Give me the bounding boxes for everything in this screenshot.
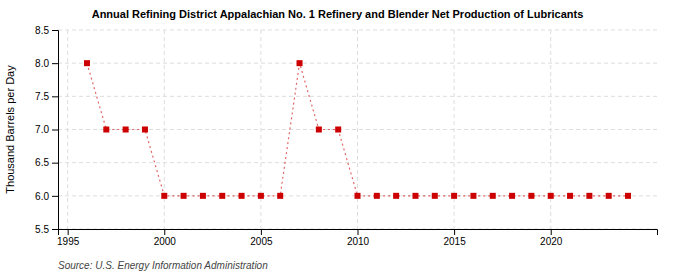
point: [490, 193, 496, 199]
point: [528, 193, 534, 199]
grid-line-x: [454, 30, 455, 229]
x-tick: 2020: [540, 229, 563, 247]
point: [412, 193, 418, 199]
grid-line-x: [260, 30, 261, 229]
grid-line-x: [164, 30, 165, 229]
y-tick: 8.0: [35, 58, 58, 69]
point: [103, 127, 109, 133]
x-tick-mark: [358, 229, 359, 235]
y-tick-mark: [52, 196, 58, 197]
title: Annual Refining District Appalachian No.…: [92, 8, 584, 20]
grid-line-x: [357, 30, 358, 229]
y-tick-label: 7.0: [35, 124, 49, 135]
grid: [58, 30, 657, 229]
point: [451, 193, 457, 199]
point: [297, 60, 303, 66]
y-tick: 6.0: [35, 191, 58, 202]
x-tick: 2005: [250, 229, 273, 247]
y-axis-title: Thousand Barrels per Day: [4, 65, 16, 194]
point: [432, 193, 438, 199]
y-tick: 7.0: [35, 124, 58, 135]
point: [548, 193, 554, 199]
x-tick: 2015: [443, 229, 466, 247]
point: [374, 193, 380, 199]
y-axis-line: [52, 31, 59, 230]
point: [355, 193, 361, 199]
point: [509, 193, 515, 199]
point: [277, 193, 283, 199]
x-tick-mark: [164, 229, 165, 235]
grid-line-y: [58, 63, 657, 64]
x-tick: 1995: [57, 229, 80, 247]
y-tick-mark: [52, 229, 58, 230]
y-tick-label: 6.0: [35, 191, 49, 202]
point: [200, 193, 206, 199]
grid-line-x: [67, 30, 68, 229]
y-tick-mark: [52, 63, 58, 64]
x-tick-label: 2005: [250, 236, 273, 247]
point: [335, 127, 341, 133]
x-tick-label: 2010: [347, 236, 370, 247]
y-tick-mark: [52, 30, 58, 31]
marks: [84, 60, 631, 199]
x-tick-mark: [454, 229, 455, 235]
grid-line-x: [550, 30, 551, 229]
y-axis: 5.5 6.0 6.5 7.0 7.5 8.0 8.5: [35, 25, 58, 235]
source: Source: U.S. Energy Information Administ…: [58, 260, 268, 271]
chart: 1995 2000 2005 2010 2015 2020 5.5 6.0 6.5 7.0 7.5 8…: [0, 0, 675, 275]
point: [258, 193, 264, 199]
point: [567, 193, 573, 199]
x-tick: 2000: [154, 229, 177, 247]
y-tick-label: 8.0: [35, 58, 49, 69]
x-axis: 1995 2000 2005 2010 2015 2020: [57, 229, 657, 247]
point: [84, 60, 90, 66]
x-tick-label: 2020: [540, 236, 563, 247]
x-tick-mark: [261, 229, 262, 235]
point: [470, 193, 476, 199]
y-tick: 7.5: [35, 91, 58, 102]
y-tick-mark: [52, 130, 58, 131]
point: [606, 193, 612, 199]
point: [625, 193, 631, 199]
x-tick-label: 2015: [443, 236, 466, 247]
plot-area: 1995 2000 2005 2010 2015 2020 5.5 6.0 6.5 7.0 7.5 8…: [35, 25, 657, 247]
y-tick: 5.5: [35, 224, 58, 235]
y-tick-mark: [52, 96, 58, 97]
x-axis-line: [59, 230, 658, 236]
x-tick: 2010: [347, 229, 370, 247]
y-tick: 8.5: [35, 25, 58, 36]
point: [586, 193, 592, 199]
y-tick: 6.5: [35, 157, 58, 168]
y-tick-mark: [52, 163, 58, 164]
x-tick-label: 2000: [154, 236, 177, 247]
point: [393, 193, 399, 199]
line: [87, 63, 628, 196]
x-tick-mark: [551, 229, 552, 235]
point: [142, 127, 148, 133]
point: [219, 193, 225, 199]
x-tick-mark: [68, 229, 69, 235]
x-tick-label: 1995: [57, 236, 80, 247]
point: [239, 193, 245, 199]
point: [161, 193, 167, 199]
point: [181, 193, 187, 199]
point: [123, 127, 129, 133]
y-tick-label: 7.5: [35, 91, 49, 102]
y-tick-label: 5.5: [35, 224, 49, 235]
y-tick-label: 6.5: [35, 157, 49, 168]
y-tick-label: 8.5: [35, 25, 49, 36]
point: [316, 127, 322, 133]
